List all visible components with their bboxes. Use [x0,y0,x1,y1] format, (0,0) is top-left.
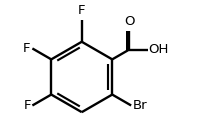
Text: O: O [124,15,134,28]
Text: F: F [78,4,86,17]
Text: F: F [24,99,31,112]
Text: OH: OH [148,43,169,56]
Text: Br: Br [132,99,147,112]
Text: F: F [22,42,30,55]
